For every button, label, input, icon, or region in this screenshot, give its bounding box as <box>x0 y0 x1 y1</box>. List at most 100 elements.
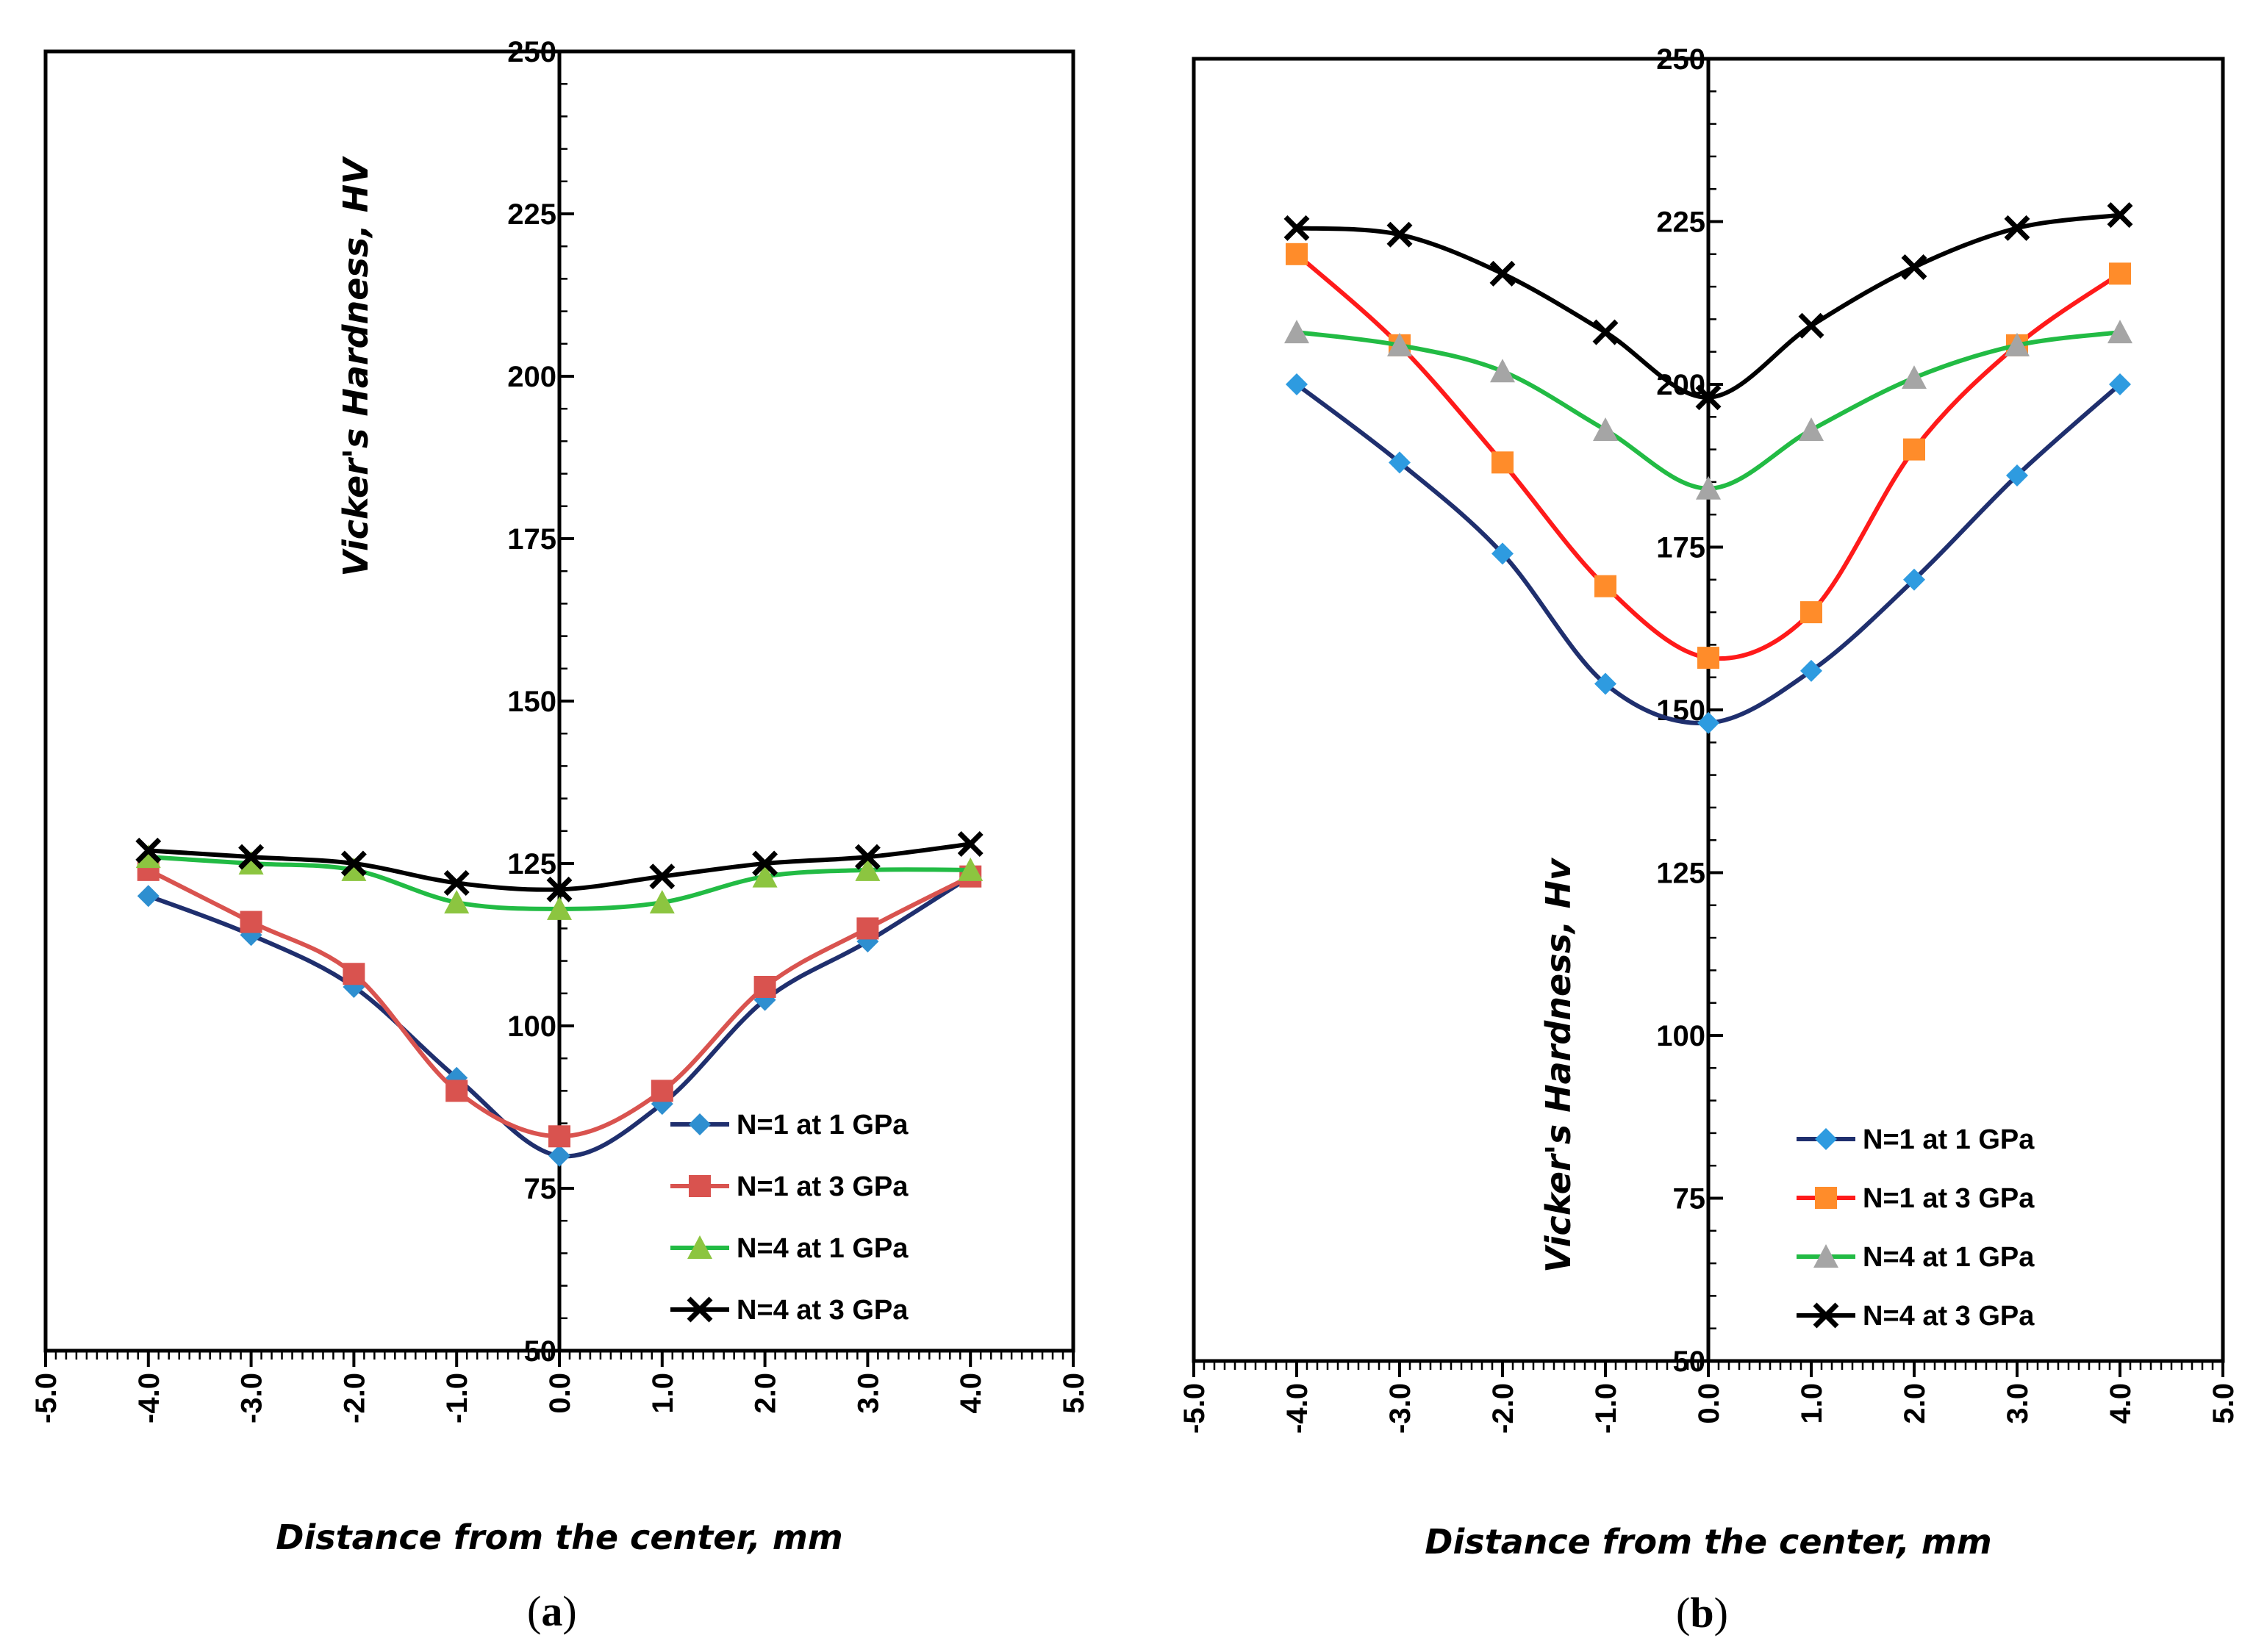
data-point <box>445 1080 468 1102</box>
data-point <box>2107 320 2132 344</box>
x-tick-label: -3.0 <box>236 1373 268 1423</box>
series-0 <box>1286 373 2131 734</box>
data-point <box>1489 260 1516 287</box>
x-tick-label: -4.0 <box>1281 1383 1314 1434</box>
x-marker-stroke <box>1813 1302 1839 1329</box>
legend-swatch-marker <box>689 1175 711 1197</box>
panel-label-close-paren: ) <box>1714 1589 1728 1637</box>
y-axis-title: Vicker's Hardness, Hv <box>1539 857 1578 1273</box>
x-marker-stroke <box>1695 384 1722 411</box>
data-point <box>856 917 879 940</box>
x-marker-stroke <box>2004 215 2030 241</box>
data-point <box>1491 542 1514 565</box>
x-marker-stroke <box>238 844 265 870</box>
legend-item: N=4 at 1 GPa <box>670 1233 909 1264</box>
y-axis-title: Vicker's Hardness, HV <box>336 156 376 577</box>
panel-label-close-paren: ) <box>562 1587 576 1635</box>
legend-label: N=4 at 3 GPa <box>1863 1301 2035 1332</box>
legend-label: N=1 at 3 GPa <box>1863 1183 2035 1214</box>
data-point <box>1594 672 1616 695</box>
y-tick-label: 50 <box>524 1335 557 1368</box>
y-tick-label: 125 <box>507 848 556 880</box>
y-tick-label: 150 <box>507 686 556 718</box>
y-tick-label: 225 <box>507 198 556 231</box>
legend-item: N=4 at 3 GPa <box>1797 1301 2035 1332</box>
x-marker-stroke <box>1386 221 1413 248</box>
y-tick-label: 100 <box>507 1010 556 1043</box>
data-point <box>1696 475 1721 500</box>
data-point <box>548 1144 570 1167</box>
data-point <box>1491 451 1514 474</box>
legend-label: N=1 at 1 GPa <box>737 1110 909 1141</box>
panel-label-open-paren: ( <box>527 1587 541 1635</box>
x-marker-stroke <box>135 837 162 863</box>
legend-item: N=4 at 3 GPa <box>670 1295 909 1326</box>
panel-label: (b) <box>1676 1589 1728 1637</box>
series-2 <box>1284 320 2132 500</box>
data-point <box>1903 438 1925 461</box>
x-tick-label: -5.0 <box>1178 1383 1211 1434</box>
data-point <box>1901 254 1927 280</box>
data-point <box>340 850 367 877</box>
legend-label: N=1 at 1 GPa <box>1863 1124 2035 1155</box>
data-point <box>1800 659 1822 682</box>
x-tick-label: -1.0 <box>1590 1383 1622 1434</box>
x-marker-stroke <box>1592 319 1619 345</box>
x-marker-stroke <box>649 863 676 890</box>
x-marker-stroke <box>443 870 470 896</box>
x-tick-label: -4.0 <box>133 1373 165 1423</box>
chart-panel-a: -5.0 -4.0 -3.0 -2.0 -1.0 0.0 1.0 2.0 3.0 4.0 5.0 50… <box>30 36 1090 1635</box>
data-point <box>1386 221 1413 248</box>
data-point <box>343 963 365 985</box>
x-tick-label: 4.0 <box>955 1373 987 1414</box>
legend-item: N=1 at 3 GPa <box>670 1171 909 1202</box>
x-marker-stroke <box>854 844 881 870</box>
data-point <box>1284 320 1309 344</box>
data-point <box>2109 262 2131 285</box>
data-point <box>135 844 161 869</box>
x-marker-stroke <box>1489 260 1516 287</box>
data-point <box>2005 332 2030 356</box>
data-point <box>753 975 776 998</box>
legend-swatch-marker <box>1815 1128 1837 1150</box>
data-point <box>1286 373 1308 395</box>
data-point <box>855 857 881 881</box>
y-tick-label: 250 <box>507 36 556 68</box>
data-point <box>649 863 676 890</box>
data-point <box>1592 319 1619 345</box>
data-point <box>752 850 778 877</box>
x-marker-stroke <box>1798 312 1824 339</box>
data-point <box>1800 601 1822 624</box>
x-tick-label: 1.0 <box>1796 1383 1828 1424</box>
x-tick-label: 0.0 <box>1693 1383 1725 1424</box>
data-point <box>1903 568 1925 591</box>
legend-label: N=4 at 1 GPa <box>1863 1242 2035 1273</box>
data-point <box>1283 215 1310 241</box>
panel-label-letter: b <box>1690 1589 1713 1637</box>
y-tick-label: 75 <box>524 1173 557 1205</box>
y-tick-label: 100 <box>1656 1020 1705 1052</box>
data-point <box>1695 384 1722 411</box>
x-marker-stroke <box>687 1296 713 1323</box>
x-marker-stroke <box>2107 202 2133 229</box>
data-point <box>752 863 778 888</box>
data-point <box>238 851 264 875</box>
data-point <box>1286 243 1308 265</box>
data-point <box>2109 373 2131 395</box>
legend-item: N=1 at 3 GPa <box>1797 1183 2035 1214</box>
x-tick-label: 2.0 <box>1899 1383 1931 1424</box>
legend-label: N=4 at 1 GPa <box>737 1233 909 1264</box>
data-point <box>1387 332 1412 356</box>
legend: N=1 at 1 GPa N=1 at 3 GPa N=4 at 1 GPa N=4 … <box>1797 1124 2035 1332</box>
x-tick-labels: -5.0 -4.0 -3.0 -2.0 -1.0 0.0 1.0 2.0 3.0 4.0 5.0 <box>1178 1383 2240 1434</box>
y-axis-ticks <box>559 50 574 1352</box>
data-point <box>957 831 984 857</box>
legend-swatch-marker <box>687 1296 713 1323</box>
series-2 <box>135 844 984 920</box>
x-tick-label: 5.0 <box>2207 1383 2240 1424</box>
y-tick-label: 50 <box>1673 1346 1706 1378</box>
series-3 <box>135 831 984 902</box>
